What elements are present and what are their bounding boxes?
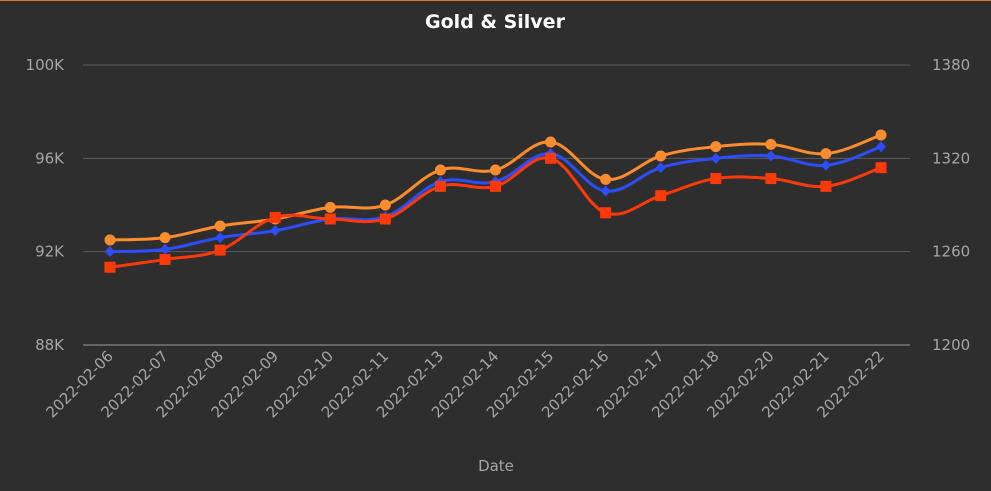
data-point: [765, 173, 777, 185]
data-point: [379, 213, 391, 225]
series-layer: [104, 129, 887, 273]
data-point: [655, 190, 667, 202]
data-point: [765, 150, 776, 162]
data-point: [434, 164, 446, 176]
data-point: [765, 138, 777, 150]
right-tick-label: 1200: [932, 336, 970, 354]
data-point: [270, 225, 281, 237]
series-3: [104, 152, 887, 273]
data-point: [820, 148, 832, 160]
x-axis-title: Date: [478, 457, 514, 475]
data-point: [600, 207, 612, 219]
data-point: [434, 180, 446, 192]
data-point: [490, 164, 501, 176]
data-point: [710, 173, 722, 185]
data-point: [545, 152, 557, 164]
data-point: [159, 253, 171, 265]
left-tick-label: 100K: [26, 56, 66, 74]
data-point: [269, 211, 281, 223]
chart-title: Gold & Silver: [425, 11, 566, 33]
data-point: [655, 150, 667, 162]
data-point: [104, 234, 116, 246]
data-point: [104, 261, 116, 273]
data-point: [710, 141, 722, 153]
data-point: [875, 129, 887, 141]
data-point: [490, 180, 501, 192]
left-tick-label: 88K: [35, 336, 65, 354]
data-point: [600, 173, 612, 185]
data-point: [875, 162, 887, 174]
right-y-axis: 1200 1260 1320 1380: [932, 56, 970, 354]
grid-lines: [83, 64, 910, 346]
data-point: [545, 136, 557, 148]
data-point: [215, 232, 226, 244]
series-line: [109, 145, 882, 254]
data-point: [105, 246, 115, 258]
left-tick-label: 96K: [35, 149, 65, 167]
data-point: [159, 232, 171, 244]
data-point: [820, 159, 831, 171]
data-point: [379, 199, 391, 211]
data-point: [600, 185, 611, 197]
data-point: [214, 244, 226, 256]
data-point: [214, 220, 226, 232]
right-tick-label: 1320: [932, 149, 970, 167]
series-1: [104, 129, 887, 246]
data-point: [655, 162, 666, 174]
data-point: [820, 180, 832, 192]
data-point: [710, 152, 721, 164]
right-tick-label: 1260: [932, 243, 970, 261]
data-point: [324, 201, 336, 213]
left-tick-label: 92K: [35, 243, 65, 261]
data-point: [160, 243, 171, 255]
data-point: [324, 213, 336, 225]
data-point: [876, 141, 886, 153]
left-y-axis: 88K 92K 96K 100K: [26, 56, 66, 354]
right-tick-label: 1380: [932, 56, 970, 74]
x-axis: 2022-02-062022-02-072022-02-082022-02-09…: [42, 347, 887, 421]
